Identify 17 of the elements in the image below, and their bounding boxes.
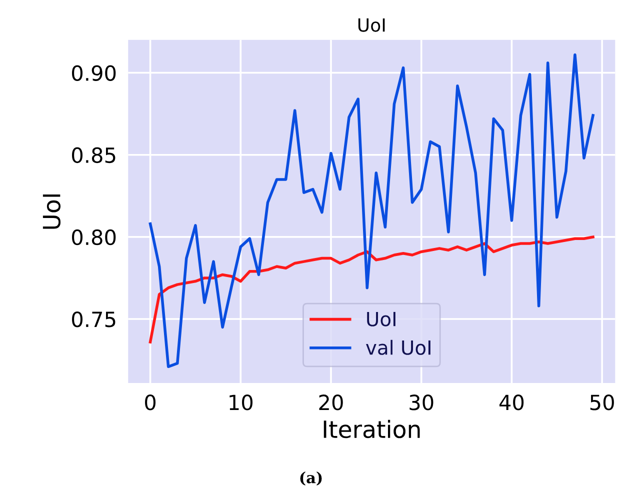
y-axis-title: UoI	[42, 194, 61, 229]
text: (a)	[300, 472, 322, 486]
x-tick-label: 20	[319, 394, 343, 410]
chart-title: UoI	[358, 18, 385, 32]
x-tick-label: 0	[145, 394, 156, 410]
line-series	[148, 53, 594, 368]
y-tick-label: 0.90	[72, 65, 116, 81]
x-tick-label: 10	[230, 394, 252, 410]
y-tick-label: 0.80	[72, 229, 116, 246]
legend-label: val UoI	[366, 340, 430, 355]
x-tick-label: 30	[410, 394, 434, 410]
legend-label: UoI	[367, 312, 396, 326]
x-tick-label: 40	[499, 394, 524, 410]
x-tick-label: 50	[590, 394, 614, 410]
y-tick-label: 0.85	[72, 147, 116, 164]
y-tick-label: 0.75	[72, 311, 116, 328]
x-axis-title: Iteration	[324, 420, 420, 438]
